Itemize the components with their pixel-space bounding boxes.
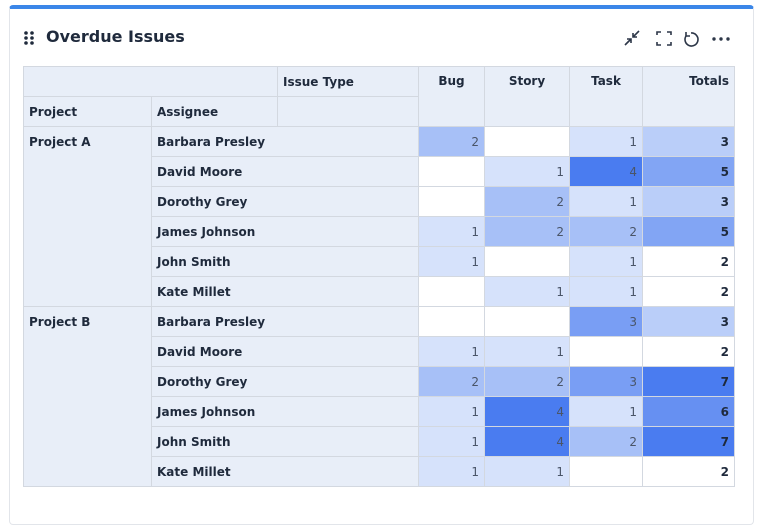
value-cell: 1 (569, 246, 643, 277)
widget-title: Overdue Issues (46, 27, 185, 46)
value-cell: 2 (418, 126, 485, 157)
value-cell (418, 156, 485, 187)
value-cell: 4 (484, 396, 570, 427)
column-header: Bug (418, 66, 485, 127)
project-cell: Project A (23, 126, 152, 307)
value-cell: 2 (569, 216, 643, 247)
more-icon[interactable] (712, 37, 730, 41)
value-cell (484, 126, 570, 157)
total-cell: 2 (642, 456, 735, 487)
widget-card: Overdue Issues Issue Type Bug Story Task Tot… (9, 5, 754, 525)
total-cell: 3 (642, 186, 735, 217)
assignee-cell: Dorothy Grey (151, 366, 419, 397)
collapse-icon[interactable] (624, 30, 640, 46)
value-cell: 1 (569, 276, 643, 307)
value-cell: 1 (418, 336, 485, 367)
value-cell: 1 (569, 396, 643, 427)
corner-cell (23, 66, 278, 97)
assignee-cell: Dorothy Grey (151, 186, 419, 217)
empty-header (277, 96, 419, 127)
drag-handle[interactable] (23, 30, 35, 46)
value-cell (418, 306, 485, 337)
value-cell: 3 (569, 366, 643, 397)
value-cell: 1 (569, 126, 643, 157)
total-cell: 3 (642, 126, 735, 157)
value-cell (484, 246, 570, 277)
pivot-table: Issue Type Bug Story Task Totals Project Assig… (23, 66, 735, 487)
assignee-cell: James Johnson (151, 216, 419, 247)
assignee-cell: Barbara Presley (151, 126, 419, 157)
fullscreen-icon[interactable] (656, 31, 672, 46)
value-cell: 2 (484, 366, 570, 397)
row-dimension-header: Project (23, 96, 152, 127)
column-dimension-header: Issue Type (277, 66, 419, 97)
project-cell: Project B (23, 306, 152, 487)
value-cell: 2 (418, 366, 485, 397)
value-cell: 1 (418, 246, 485, 277)
value-cell (569, 336, 643, 367)
value-cell: 1 (484, 456, 570, 487)
total-cell: 6 (642, 396, 735, 427)
page: Overdue Issues Issue Type Bug Story Task Tot… (9, 5, 754, 525)
value-cell: 1 (569, 186, 643, 217)
value-cell (418, 186, 485, 217)
value-cell: 1 (418, 426, 485, 457)
value-cell: 1 (484, 276, 570, 307)
value-cell: 1 (484, 336, 570, 367)
assignee-cell: David Moore (151, 336, 419, 367)
assignee-cell: James Johnson (151, 396, 419, 427)
assignee-cell: Barbara Presley (151, 306, 419, 337)
column-header: Task (569, 66, 643, 127)
row-dimension-header: Assignee (151, 96, 278, 127)
value-cell (569, 456, 643, 487)
value-cell: 1 (418, 216, 485, 247)
value-cell: 3 (569, 306, 643, 337)
assignee-cell: Kate Millet (151, 456, 419, 487)
total-cell: 2 (642, 246, 735, 277)
value-cell (484, 306, 570, 337)
total-cell: 3 (642, 306, 735, 337)
total-cell: 7 (642, 426, 735, 457)
value-cell: 2 (569, 426, 643, 457)
total-cell: 5 (642, 216, 735, 247)
column-header: Totals (642, 66, 735, 127)
assignee-cell: John Smith (151, 426, 419, 457)
value-cell (418, 276, 485, 307)
value-cell: 1 (418, 396, 485, 427)
total-cell: 2 (642, 276, 735, 307)
pivot-table-wrap: Issue Type Bug Story Task Totals Project Assig… (23, 66, 735, 487)
value-cell: 1 (418, 456, 485, 487)
toolbar (624, 30, 730, 47)
value-cell: 4 (569, 156, 643, 187)
column-header: Story (484, 66, 570, 127)
assignee-cell: John Smith (151, 246, 419, 277)
value-cell: 1 (484, 156, 570, 187)
total-cell: 2 (642, 336, 735, 367)
assignee-cell: Kate Millet (151, 276, 419, 307)
refresh-icon[interactable] (684, 32, 699, 47)
value-cell: 2 (484, 186, 570, 217)
value-cell: 2 (484, 216, 570, 247)
total-cell: 7 (642, 366, 735, 397)
value-cell: 4 (484, 426, 570, 457)
assignee-cell: David Moore (151, 156, 419, 187)
total-cell: 5 (642, 156, 735, 187)
